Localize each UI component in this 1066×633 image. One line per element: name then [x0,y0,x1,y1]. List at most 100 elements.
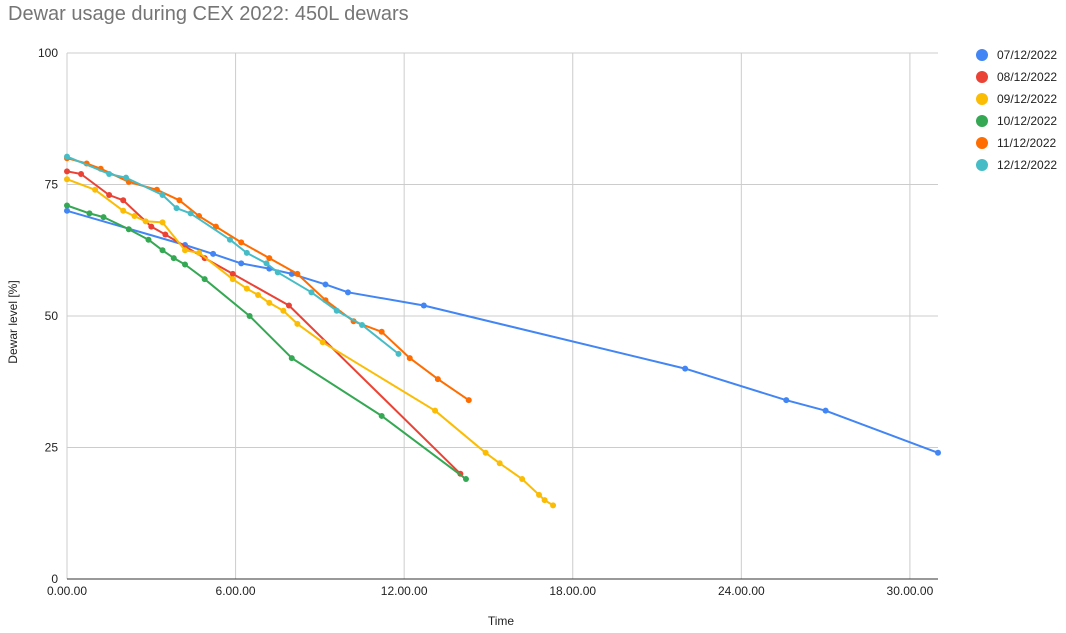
data-point[interactable] [238,239,245,246]
data-point[interactable] [783,397,790,404]
legend-item[interactable]: 07/12/2022 [976,44,1057,66]
data-point[interactable] [170,255,177,262]
data-point[interactable] [120,207,127,214]
series-08-12-2022-line [66,170,462,475]
data-point[interactable] [274,269,281,276]
x-axis-ticks: 0.00.00 6.00.00 12.00.00 18.00.00 24.00.00 30… [47,584,934,598]
y-tick-label: 75 [45,178,59,192]
series-10-12-2022-line [66,204,467,481]
series-07-12-2022 [64,207,941,456]
data-point[interactable] [159,247,166,254]
data-point[interactable] [226,236,233,243]
y-axis-ticks: 0 25 50 75 100 [38,46,58,586]
data-point[interactable] [182,247,189,254]
legend-item[interactable]: 10/12/2022 [976,110,1057,132]
data-point[interactable] [64,202,70,209]
series-08-12-2022 [64,168,464,477]
data-point[interactable] [176,197,183,204]
data-point[interactable] [344,289,351,296]
legend-item[interactable]: 09/12/2022 [976,88,1057,110]
data-point[interactable] [210,250,217,257]
data-point[interactable] [434,376,441,383]
data-point[interactable] [465,397,472,404]
data-point[interactable] [266,255,273,262]
data-point[interactable] [120,197,127,204]
data-point[interactable] [519,476,526,483]
x-tick-label: 30.00.00 [887,584,934,598]
data-point[interactable] [294,270,301,277]
data-point[interactable] [536,491,543,498]
data-point[interactable] [64,168,70,175]
data-point[interactable] [142,218,149,225]
data-point[interactable] [496,460,503,467]
x-tick-label: 24.00.00 [718,584,765,598]
data-point[interactable] [541,497,548,504]
data-point[interactable] [246,313,253,319]
data-point[interactable] [106,170,113,177]
data-point[interactable] [359,321,366,328]
data-point[interactable] [255,291,262,298]
data-point[interactable] [294,320,301,327]
data-point[interactable] [935,449,941,456]
x-tick-label: 6.00.00 [216,584,256,598]
data-point[interactable] [243,285,250,292]
data-point[interactable] [406,355,413,362]
legend-item[interactable]: 08/12/2022 [976,66,1057,88]
data-point[interactable] [92,186,99,193]
data-point[interactable] [266,299,273,306]
data-point[interactable] [420,302,427,309]
data-point[interactable] [173,205,180,212]
data-point[interactable] [682,365,689,372]
data-point[interactable] [319,339,326,346]
data-point[interactable] [159,219,166,226]
data-point[interactable] [333,307,340,314]
data-point[interactable] [106,192,113,199]
data-point[interactable] [64,207,70,214]
data-point[interactable] [100,214,107,221]
data-point[interactable] [229,276,236,283]
series-11-12-2022-line [66,157,470,402]
legend-label: 08/12/2022 [997,70,1058,84]
data-point[interactable] [263,260,270,267]
data-point[interactable] [395,350,402,357]
data-point[interactable] [123,174,130,181]
data-point[interactable] [86,210,93,217]
data-point[interactable] [182,261,189,268]
legend-label: 07/12/2022 [997,48,1058,62]
data-point[interactable] [125,226,132,233]
data-point[interactable] [131,213,138,220]
legend-item[interactable]: 12/12/2022 [976,154,1057,176]
data-point[interactable] [822,407,829,414]
data-point[interactable] [432,407,439,414]
data-point[interactable] [482,449,489,456]
data-point[interactable] [378,328,385,335]
data-point[interactable] [145,236,152,243]
data-point[interactable] [238,260,245,267]
data-point[interactable] [280,307,287,314]
data-point[interactable] [243,249,250,256]
data-point[interactable] [201,276,208,283]
data-point[interactable] [187,210,194,217]
data-point[interactable] [288,355,295,362]
data-point[interactable] [229,270,236,277]
data-point[interactable] [64,153,70,160]
data-point[interactable] [212,223,219,230]
data-point[interactable] [285,302,292,309]
x-tick-label: 12.00.00 [381,584,428,598]
chart-legend: 07/12/2022 08/12/2022 09/12/2022 10/12/2022… [976,44,1057,176]
data-point[interactable] [78,170,85,177]
data-point[interactable] [148,223,155,230]
data-point[interactable] [159,192,166,199]
data-point[interactable] [196,249,203,256]
data-point[interactable] [378,412,385,419]
series-07-12-2022-line [66,209,939,454]
legend-marker [976,49,988,61]
data-point[interactable] [64,176,70,183]
series-layer [64,153,941,509]
data-point[interactable] [322,281,329,288]
data-point[interactable] [308,289,315,296]
data-point[interactable] [462,476,469,483]
data-point[interactable] [550,502,557,509]
legend-item[interactable]: 11/12/2022 [976,132,1057,154]
data-point[interactable] [162,231,169,238]
